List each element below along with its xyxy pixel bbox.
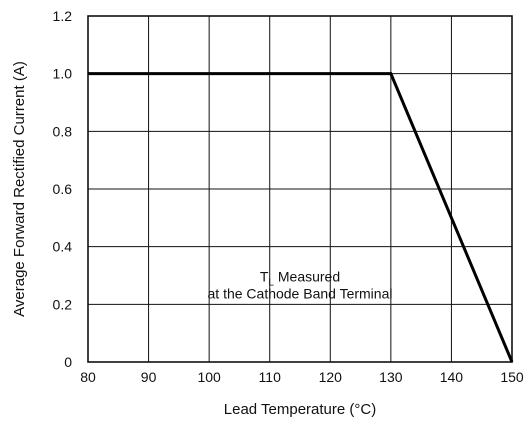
y-tick-label: 0.8: [53, 123, 73, 139]
y-tick-label: 1.0: [53, 66, 73, 82]
x-tick-label: 140: [440, 369, 464, 385]
y-axis-title: Average Forward Rectified Current (A): [11, 61, 28, 317]
grid: [87, 15, 513, 363]
x-tick-label: 130: [379, 369, 403, 385]
x-tick-label: 150: [500, 369, 524, 385]
y-tick-label: 0: [64, 354, 72, 370]
x-axis-title: Lead Temperature (°C): [224, 401, 376, 418]
x-tick-label: 90: [141, 369, 157, 385]
plot-frame: [87, 15, 513, 363]
annotation-subscript: L: [268, 277, 274, 288]
y-tick-label: 0.2: [53, 296, 73, 312]
x-tick-label: 120: [319, 369, 343, 385]
annotation-symbol: T: [260, 268, 269, 284]
annotation-line-1-text: Measured: [274, 268, 340, 284]
annotation-line-1: TL Measured: [260, 268, 340, 288]
x-tick-label: 80: [80, 369, 96, 385]
y-tick-labels: 0 0.2 0.4 0.6 0.8 1.0 1.2: [53, 8, 73, 370]
derating-curve: [88, 72, 514, 363]
x-tick-label: 100: [197, 369, 221, 385]
y-tick-label: 0.6: [53, 181, 73, 197]
annotation: TL Measured at the Cathode Band Terminal: [208, 268, 393, 301]
x-tick-label: 110: [259, 369, 282, 385]
series-layer: [88, 72, 514, 363]
y-tick-label: 1.2: [53, 8, 73, 24]
annotation-line-2: at the Cathode Band Terminal: [208, 285, 393, 301]
x-tick-labels: 80 90 100 110 120 130 140 150: [80, 369, 524, 385]
y-tick-label: 0.4: [53, 239, 73, 255]
